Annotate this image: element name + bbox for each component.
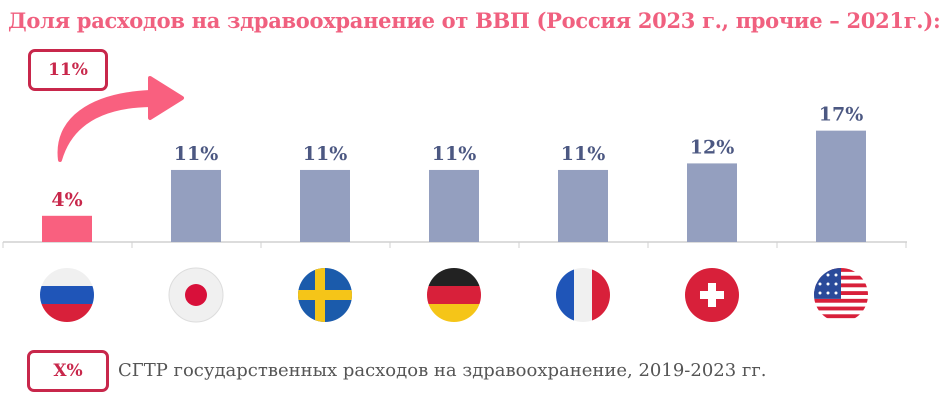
data-label: 12% bbox=[690, 136, 735, 158]
data-label: 4% bbox=[51, 189, 82, 211]
japan-flag-icon bbox=[168, 267, 224, 323]
data-label: 11% bbox=[561, 143, 606, 165]
chart-title: Доля расходов на здравоохранение от ВВП … bbox=[8, 8, 941, 33]
data-label: 11% bbox=[174, 143, 219, 165]
bar-Россия bbox=[42, 215, 92, 242]
france-flag-icon bbox=[556, 268, 610, 322]
bar-Швейцария bbox=[687, 163, 737, 242]
arrow-icon bbox=[57, 76, 184, 162]
bar-США bbox=[816, 130, 866, 242]
russia-flag-icon bbox=[40, 268, 94, 322]
legend-text: СГТР государственных расходов на здравоо… bbox=[118, 360, 767, 381]
data-label: 17% bbox=[819, 104, 864, 126]
bar-Франция bbox=[558, 169, 608, 242]
bar-Швеция bbox=[300, 169, 350, 242]
usa-flag-icon bbox=[814, 268, 868, 319]
bar-Япония bbox=[171, 169, 221, 242]
germany-flag-icon bbox=[427, 268, 481, 322]
switzerland-flag-icon bbox=[685, 268, 739, 322]
sweden-flag-icon bbox=[298, 268, 352, 322]
data-label: 11% bbox=[303, 143, 348, 165]
data-label: 11% bbox=[432, 143, 477, 165]
bar-Германия bbox=[429, 169, 479, 242]
callout-badge: 11% bbox=[28, 49, 108, 91]
legend-badge: X% bbox=[27, 350, 109, 392]
